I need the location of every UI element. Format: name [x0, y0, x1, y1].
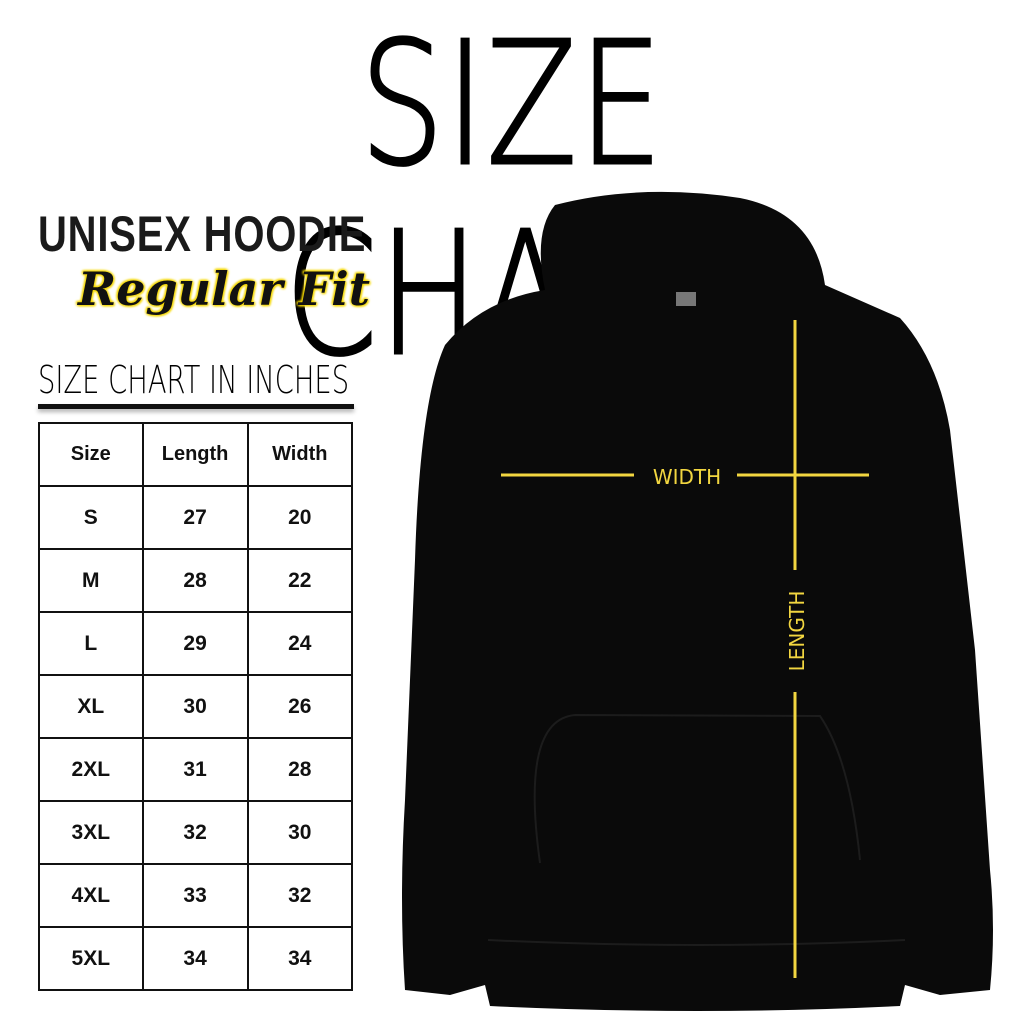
- length-measure: LENGTH: [785, 320, 809, 978]
- table-row: 4XL 33 32: [38, 863, 354, 928]
- cell-size: XL: [38, 674, 144, 739]
- pocket-seam: [533, 713, 861, 864]
- cell-width: 30: [246, 800, 354, 865]
- width-label: WIDTH: [653, 465, 721, 489]
- cell-length: 32: [141, 800, 249, 865]
- cell-length: 27: [141, 485, 249, 550]
- waistband-seam: [487, 939, 906, 946]
- table-row: 2XL 31 28: [38, 737, 354, 802]
- table-row: S 27 20: [38, 485, 354, 550]
- header-length: Length: [141, 422, 249, 487]
- table-row: XL 30 26: [38, 674, 354, 739]
- product-name: UNISEX HOODIE: [38, 206, 367, 262]
- width-measure: WIDTH: [501, 465, 869, 489]
- cell-width: 24: [246, 611, 354, 676]
- cell-width: 32: [246, 863, 354, 928]
- neck-label: [676, 292, 696, 306]
- table-header-row: Size Length Width: [38, 422, 354, 487]
- header-width: Width: [246, 422, 354, 487]
- cell-length: 30: [141, 674, 249, 739]
- cell-width: 22: [246, 548, 354, 613]
- units-heading: SIZE CHART IN INCHES: [38, 358, 350, 402]
- cell-length: 29: [141, 611, 249, 676]
- table-row: M 28 22: [38, 548, 354, 613]
- cell-length: 33: [141, 863, 249, 928]
- cell-width: 28: [246, 737, 354, 802]
- cell-size: 5XL: [38, 926, 144, 991]
- heading-underline: [38, 404, 354, 409]
- cell-width: 20: [246, 485, 354, 550]
- cell-size: L: [38, 611, 144, 676]
- cell-width: 26: [246, 674, 354, 739]
- length-label: LENGTH: [785, 591, 809, 672]
- fit-label: Regular Fit: [78, 262, 371, 316]
- size-table: Size Length Width S 27 20 M 28 22 L 29 24 XL 30 26 2…: [38, 422, 354, 991]
- cell-size: 3XL: [38, 800, 144, 865]
- cell-size: 2XL: [38, 737, 144, 802]
- table-row: L 29 24: [38, 611, 354, 676]
- table-row: 5XL 34 34: [38, 926, 354, 991]
- header-size: Size: [38, 422, 144, 487]
- cell-length: 28: [141, 548, 249, 613]
- cell-size: S: [38, 485, 144, 550]
- cell-size: 4XL: [38, 863, 144, 928]
- cell-length: 31: [141, 737, 249, 802]
- hoodie-silhouette: [402, 191, 993, 1011]
- table-row: 3XL 32 30: [38, 800, 354, 865]
- cell-size: M: [38, 548, 144, 613]
- cell-width: 34: [246, 926, 354, 991]
- cell-length: 34: [141, 926, 249, 991]
